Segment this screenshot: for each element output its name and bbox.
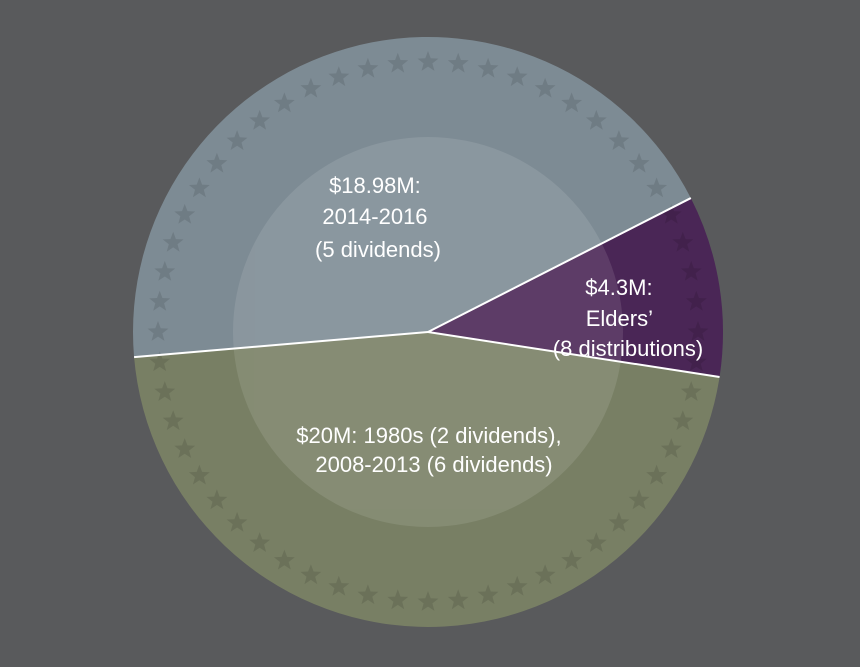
slice-divider-2 — [133, 331, 429, 359]
pie-slice-0 — [428, 198, 723, 377]
slice-label-elders-line-1: $4.3M: — [585, 275, 652, 300]
slice-label-eighteen-million-line-2: 2014-2016 — [322, 204, 427, 229]
slice-label-elders: $4.3M: Elders’ (8 distributions) — [553, 275, 703, 361]
slice-label-twenty-million-line-2: 2008-2013 (6 dividends) — [315, 452, 552, 477]
slice-label-twenty-million-line-1: $20M: 1980s (2 dividends), — [296, 423, 561, 448]
pie-slice-1 — [134, 332, 720, 627]
slice-label-eighteen-million-line-3: (5 dividends) — [315, 237, 441, 262]
slice-label-twenty-million: $20M: 1980s (2 dividends), 2008-2013 (6 … — [296, 423, 568, 477]
slice-divider-1 — [427, 331, 720, 378]
slice-dividers — [133, 197, 720, 378]
slice-label-eighteen-million: $18.98M: 2014-2016 (5 dividends) — [315, 173, 441, 262]
pie-slices — [133, 36, 723, 627]
pie-slice-2 — [133, 36, 691, 358]
slice-label-eighteen-million-line-1: $18.98M: — [329, 173, 421, 198]
slice-label-elders-line-3: (8 distributions) — [553, 336, 703, 361]
slice-divider-0 — [427, 197, 692, 333]
slice-label-elders-line-2: Elders’ — [586, 306, 652, 331]
